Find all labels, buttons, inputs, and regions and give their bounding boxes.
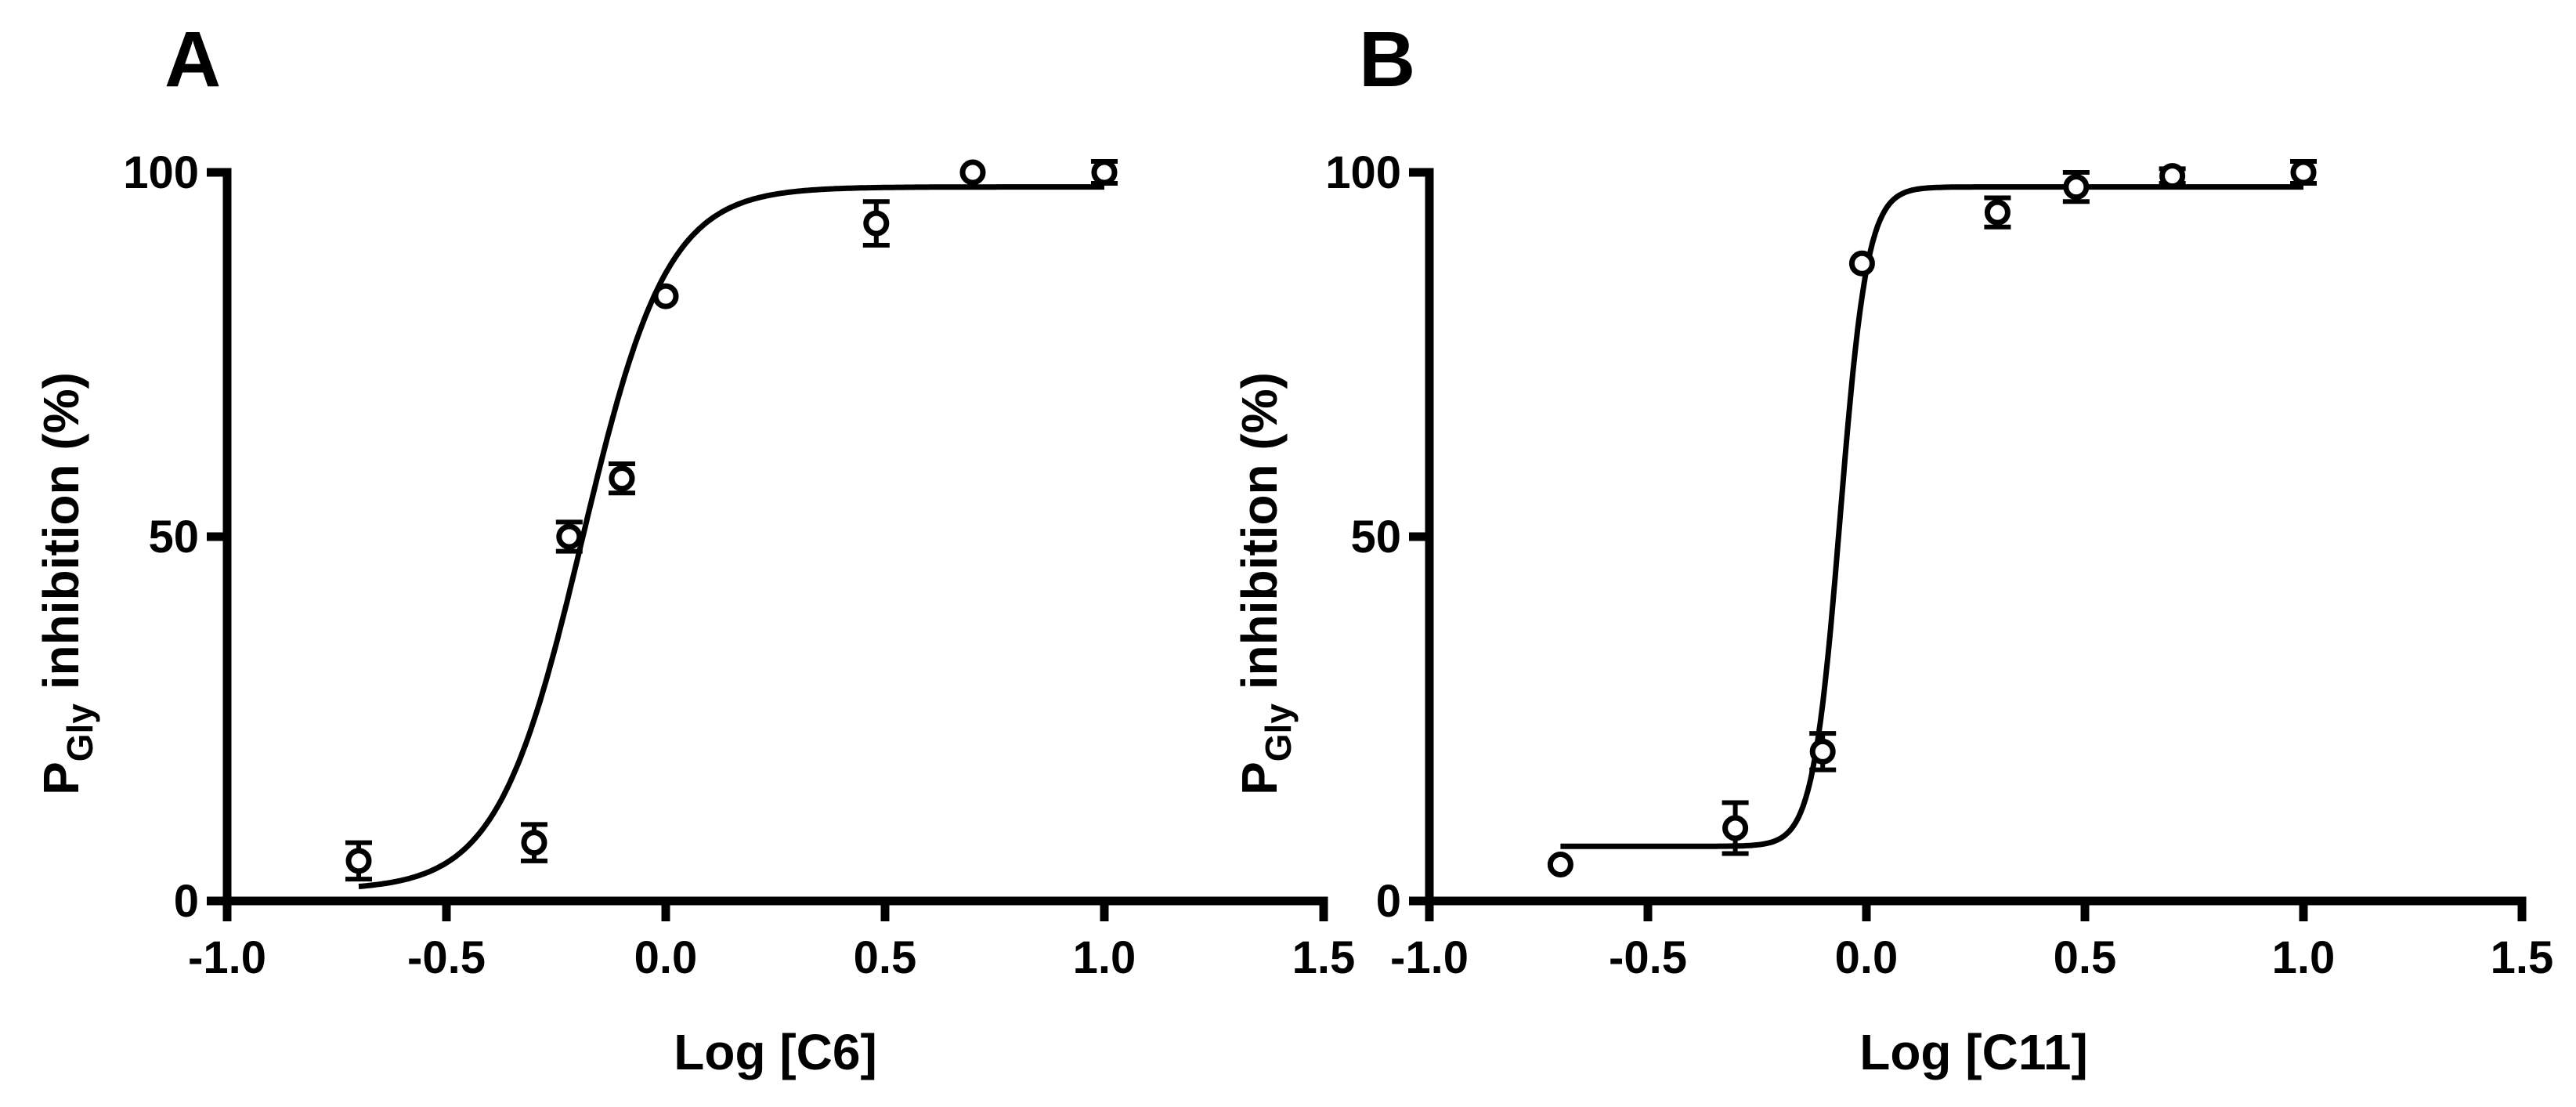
panel-a-y-tick-label: 100 (123, 147, 199, 198)
panel-b-y-axis-title: PGly inhibition (%) (1231, 372, 1299, 795)
panel-a-x-tick-label: 1.0 (1073, 932, 1136, 983)
panel-a-data-point (652, 283, 679, 309)
panel-a-y-axis-title-subscript: Gly (60, 704, 100, 762)
panel-a-data-point (609, 465, 635, 492)
panel-b-fit-curve (1560, 184, 2303, 849)
panel-b-data-point (2159, 163, 2186, 190)
panel-b-data-point (1809, 738, 1836, 765)
panel-a-plot: -1.0 -0.5 0.0 0.5 1.0 1.5 0 50 100 (123, 147, 1355, 983)
panel-b-x-tick-label: -1.0 (1390, 932, 1469, 983)
panel-b-letter: B (1359, 16, 1415, 103)
panel-b: B -1.0 -0.5 0.0 0.5 1.0 1.5 0 50 100 Log [C11] P… (1231, 16, 2553, 1080)
panel-a-data-point (556, 523, 583, 550)
panel-a-data-point (521, 830, 547, 856)
panel-b-x-tick-label: 0.0 (1835, 932, 1899, 983)
panel-a-fit-curve (358, 184, 1104, 889)
panel-a-y-tick-label: 0 (174, 876, 199, 927)
panel-b-data-point (2290, 159, 2317, 186)
panel-b-y-axis-title-prefix: P (1231, 762, 1288, 795)
panel-b-y-tick-label: 100 (1325, 147, 1401, 198)
panel-a-y-tick-label: 50 (148, 512, 199, 563)
panel-a-x-axis-title: Log [C6] (674, 1024, 877, 1080)
panel-b-data-point (1848, 250, 1875, 277)
panel-a-data-point (863, 210, 890, 237)
panel-a-y-axis-title: PGly inhibition (%) (33, 372, 100, 795)
panel-b-x-axis-title: Log [C11] (1859, 1024, 2088, 1080)
panel-a-x-tick-label: -0.5 (407, 932, 486, 983)
panel-a-y-axis-title-prefix: P (33, 762, 89, 795)
panel-b-y-axis-title-subscript: Gly (1258, 704, 1299, 762)
panel-b-y-axis-title-suffix: inhibition (%) (1231, 372, 1288, 704)
panel-b-y-tick-label: 50 (1350, 512, 1401, 563)
panel-b-y-tick-label: 0 (1376, 876, 1401, 927)
panel-a-data-point (959, 159, 986, 186)
panel-b-x-tick-label: 1.0 (2272, 932, 2336, 983)
panel-a-y-axis-title-suffix: inhibition (%) (33, 372, 89, 704)
panel-b-data-point (2063, 174, 2090, 201)
panel-a-data-point (1091, 159, 1118, 186)
panel-b-x-tick-label: 1.5 (2491, 932, 2554, 983)
panel-a-x-tick-label: 0.5 (854, 932, 917, 983)
panel-a-x-tick-label: 0.0 (634, 932, 698, 983)
panel-b-data-point (1722, 815, 1749, 841)
panel-b-x-tick-label: -0.5 (1609, 932, 1687, 983)
panel-b-data-point (1984, 199, 2011, 226)
panel-b-plot: -1.0 -0.5 0.0 0.5 1.0 1.5 0 50 100 (1325, 147, 2553, 983)
panel-a-data-point (345, 848, 372, 874)
panel-b-x-tick-label: 0.5 (2054, 932, 2117, 983)
panel-a-x-tick-label: -1.0 (188, 932, 266, 983)
panel-a-x-tick-label: 1.5 (1292, 932, 1356, 983)
panel-a-letter: A (164, 16, 221, 103)
panel-b-data-point (1547, 852, 1573, 877)
